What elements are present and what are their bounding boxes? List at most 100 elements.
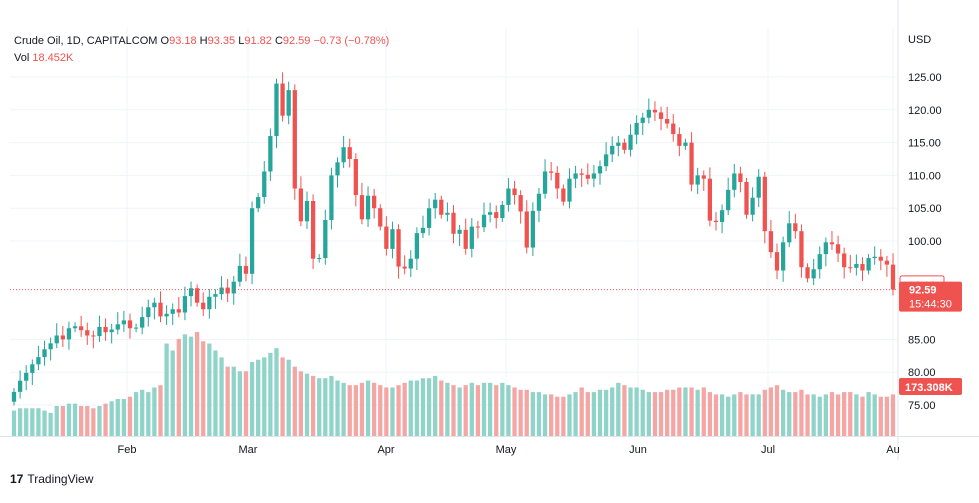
candle-body[interactable] [780, 242, 786, 271]
candle-body[interactable] [689, 142, 694, 185]
candle-body[interactable] [872, 256, 877, 259]
candle-body[interactable] [310, 200, 316, 259]
candle-body[interactable] [304, 200, 310, 222]
candle-body[interactable] [811, 269, 816, 279]
candle-body[interactable] [573, 173, 578, 179]
candle-body[interactable] [494, 212, 499, 219]
candle-body[interactable] [658, 112, 664, 119]
candle-body[interactable] [85, 330, 90, 336]
candle-body[interactable] [207, 296, 212, 310]
candle-body[interactable] [359, 195, 365, 220]
candle-body[interactable] [726, 189, 731, 211]
candle-body[interactable] [854, 263, 859, 268]
candle-body[interactable] [42, 349, 47, 358]
candle-body[interactable] [591, 173, 597, 179]
tradingview-brand[interactable]: 17 TradingView [10, 472, 93, 486]
candle-body[interactable] [426, 208, 432, 228]
candle-body[interactable] [164, 313, 169, 317]
candle-body[interactable] [60, 335, 65, 340]
candle-body[interactable] [524, 211, 529, 248]
candle-body[interactable] [683, 142, 688, 146]
candle-body[interactable] [665, 118, 670, 124]
candle-body[interactable] [194, 288, 200, 303]
candle-body[interactable] [79, 326, 84, 331]
candle-body[interactable] [463, 229, 468, 249]
candle-body[interactable] [878, 256, 883, 261]
candle-body[interactable] [121, 320, 127, 325]
candle-body[interactable] [701, 175, 706, 179]
candle-body[interactable] [249, 208, 255, 274]
candle-body[interactable] [555, 172, 560, 189]
candle-body[interactable] [646, 109, 651, 118]
candle-body[interactable] [152, 302, 157, 308]
candle-body[interactable] [634, 122, 639, 135]
candle-body[interactable] [469, 226, 474, 249]
candle-body[interactable] [347, 147, 352, 159]
candle-body[interactable] [628, 134, 633, 150]
candle-body[interactable] [30, 364, 35, 373]
candle-body[interactable] [451, 212, 456, 234]
candle-body[interactable] [518, 195, 523, 212]
candle-body[interactable] [225, 287, 230, 294]
currency-label[interactable]: USD [908, 34, 932, 46]
candle-body[interactable] [213, 294, 218, 297]
candle-body[interactable] [762, 176, 767, 232]
candle-body[interactable] [433, 199, 438, 209]
candle-body[interactable] [597, 166, 603, 174]
candle-body[interactable] [237, 265, 242, 282]
candle-body[interactable] [695, 175, 700, 185]
candle-body[interactable] [713, 220, 719, 222]
candle-body[interactable] [768, 231, 774, 253]
candle-body[interactable] [500, 204, 505, 219]
candle-body[interactable] [603, 154, 609, 167]
candle-body[interactable] [707, 178, 713, 221]
candle-body[interactable] [115, 324, 120, 330]
candle-body[interactable] [292, 90, 297, 189]
candle-body[interactable] [567, 178, 572, 202]
symbol-title[interactable]: Crude Oil, 1D, CAPITALCOM [14, 35, 158, 47]
candle-body[interactable] [622, 142, 627, 150]
candle-body[interactable] [170, 309, 175, 314]
candle-body[interactable] [829, 242, 835, 245]
candle-body[interactable] [439, 199, 444, 215]
candle-body[interactable] [176, 309, 181, 313]
candle-body[interactable] [842, 253, 847, 268]
candle-body[interactable] [805, 267, 810, 279]
candle-body[interactable] [365, 195, 371, 220]
candle-body[interactable] [420, 227, 426, 234]
candle-body[interactable] [274, 83, 279, 137]
candle-body[interactable] [890, 264, 896, 290]
candle-body[interactable] [579, 173, 584, 175]
candle-body[interactable] [738, 173, 743, 182]
candle-body[interactable] [561, 188, 566, 202]
candle-body[interactable] [280, 83, 285, 116]
candle-body[interactable] [793, 223, 798, 232]
candle-body[interactable] [231, 281, 236, 294]
candle-body[interactable] [860, 263, 865, 271]
candle-body[interactable] [127, 320, 133, 329]
candle-body[interactable] [36, 357, 41, 365]
candle-body[interactable] [799, 231, 804, 268]
candle-body[interactable] [744, 181, 749, 215]
candle-body[interactable] [475, 226, 481, 228]
candle-body[interactable] [146, 307, 151, 318]
candle-body[interactable] [372, 195, 377, 209]
volume-label[interactable]: Vol [14, 52, 30, 64]
candle-body[interactable] [408, 258, 413, 269]
candle-body[interactable] [91, 335, 96, 337]
candle-body[interactable] [787, 223, 792, 243]
candle-body[interactable] [317, 258, 322, 260]
candle-body[interactable] [17, 380, 23, 392]
candle-body[interactable] [133, 327, 139, 329]
candle-body[interactable] [549, 171, 554, 173]
candle-body[interactable] [750, 197, 755, 215]
candle-body[interactable] [11, 391, 17, 402]
candle-body[interactable] [243, 265, 249, 274]
candle-body[interactable] [262, 171, 267, 198]
candle-body[interactable] [719, 210, 725, 222]
candle-body[interactable] [158, 302, 163, 317]
candle-body[interactable] [671, 123, 676, 135]
candle-body[interactable] [732, 173, 737, 190]
